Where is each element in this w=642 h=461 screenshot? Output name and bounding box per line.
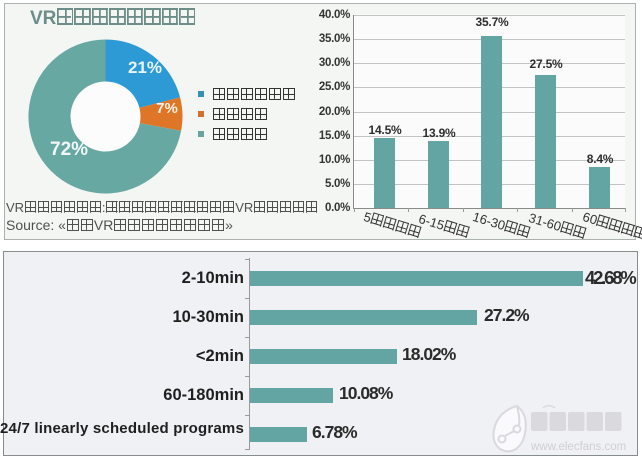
svg-text:www.elecfans.com: www.elecfans.com <box>530 441 626 453</box>
